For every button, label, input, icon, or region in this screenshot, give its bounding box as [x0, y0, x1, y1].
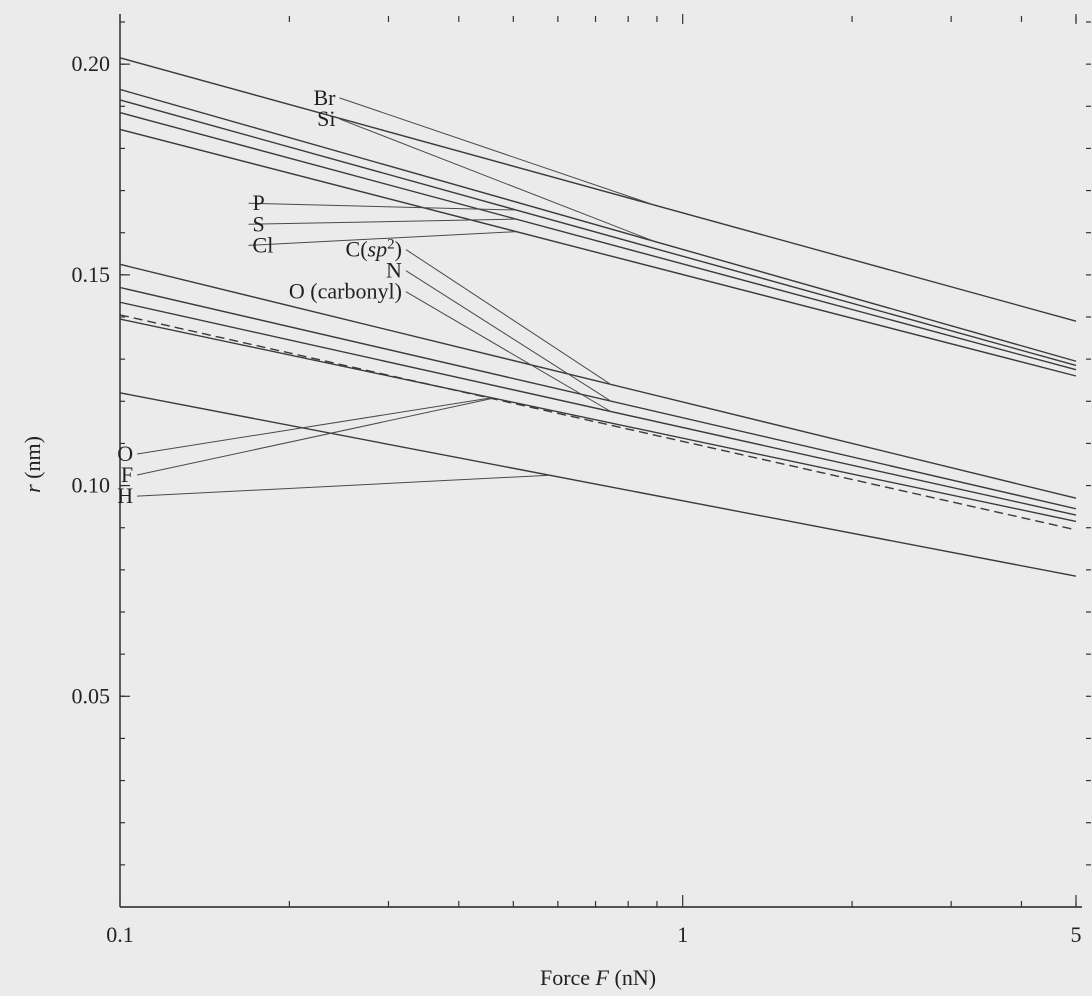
series-line-10: [119, 392, 1077, 577]
x-axis-title: Force F (nN): [540, 965, 656, 990]
series-label-7: O (carbonyl): [289, 279, 402, 304]
y-tick-label: 0.10: [72, 473, 111, 498]
axes: 0.05 0.10 0.15 0.20 0.1 1 5 Force F (nN) r (nm): [20, 14, 1091, 990]
x-tick-label: 0.1: [106, 922, 134, 947]
label-leader-6-0: [405, 270, 612, 402]
series-label-0: Br: [313, 85, 336, 110]
series-lines: [119, 57, 1077, 577]
y-tick-label: 0.15: [72, 262, 111, 287]
series-line-3: [119, 111, 1077, 371]
series-label-8: O: [117, 441, 133, 466]
label-leader-2-0: [248, 202, 517, 211]
series-label-10: H: [117, 483, 133, 508]
label-leader-7-0: [405, 291, 612, 412]
label-leader-10-0: [137, 474, 550, 497]
series-line-7: [119, 301, 1077, 516]
series-line-1: [119, 88, 1077, 362]
series-label-2: P: [253, 190, 265, 215]
series-label-1: Si: [317, 106, 335, 131]
x-tick-label: 1: [677, 922, 688, 947]
y-axis-title: r (nm): [20, 436, 45, 493]
series-line-6: [119, 286, 1077, 510]
label-leader-lines: [136, 97, 655, 497]
series-line-2: [119, 99, 1077, 367]
series-label-3: S: [253, 211, 265, 236]
y-tick-label: 0.20: [72, 51, 111, 76]
y-tick-label: 0.05: [72, 683, 111, 708]
label-leader-4-0: [248, 231, 517, 246]
series-line-0: [119, 57, 1077, 322]
series-line-9: [119, 314, 1077, 531]
series-line-5: [119, 263, 1077, 499]
x-tick-label: 5: [1071, 922, 1082, 947]
label-leader-5-0: [405, 249, 612, 385]
label-leader-9-0: [136, 398, 492, 476]
series-label-6: N: [386, 258, 402, 283]
label-leader-0-0: [339, 97, 655, 206]
series-line-8: [119, 318, 1077, 523]
series-label-5: C(sp2): [346, 237, 402, 262]
series-line-4: [119, 128, 1077, 377]
series-label-4: Cl: [253, 232, 274, 257]
label-leader-1-0: [339, 118, 655, 242]
label-leader-8-0: [137, 397, 492, 455]
label-leader-3-0: [248, 218, 517, 225]
series-label-9: F: [121, 462, 133, 487]
